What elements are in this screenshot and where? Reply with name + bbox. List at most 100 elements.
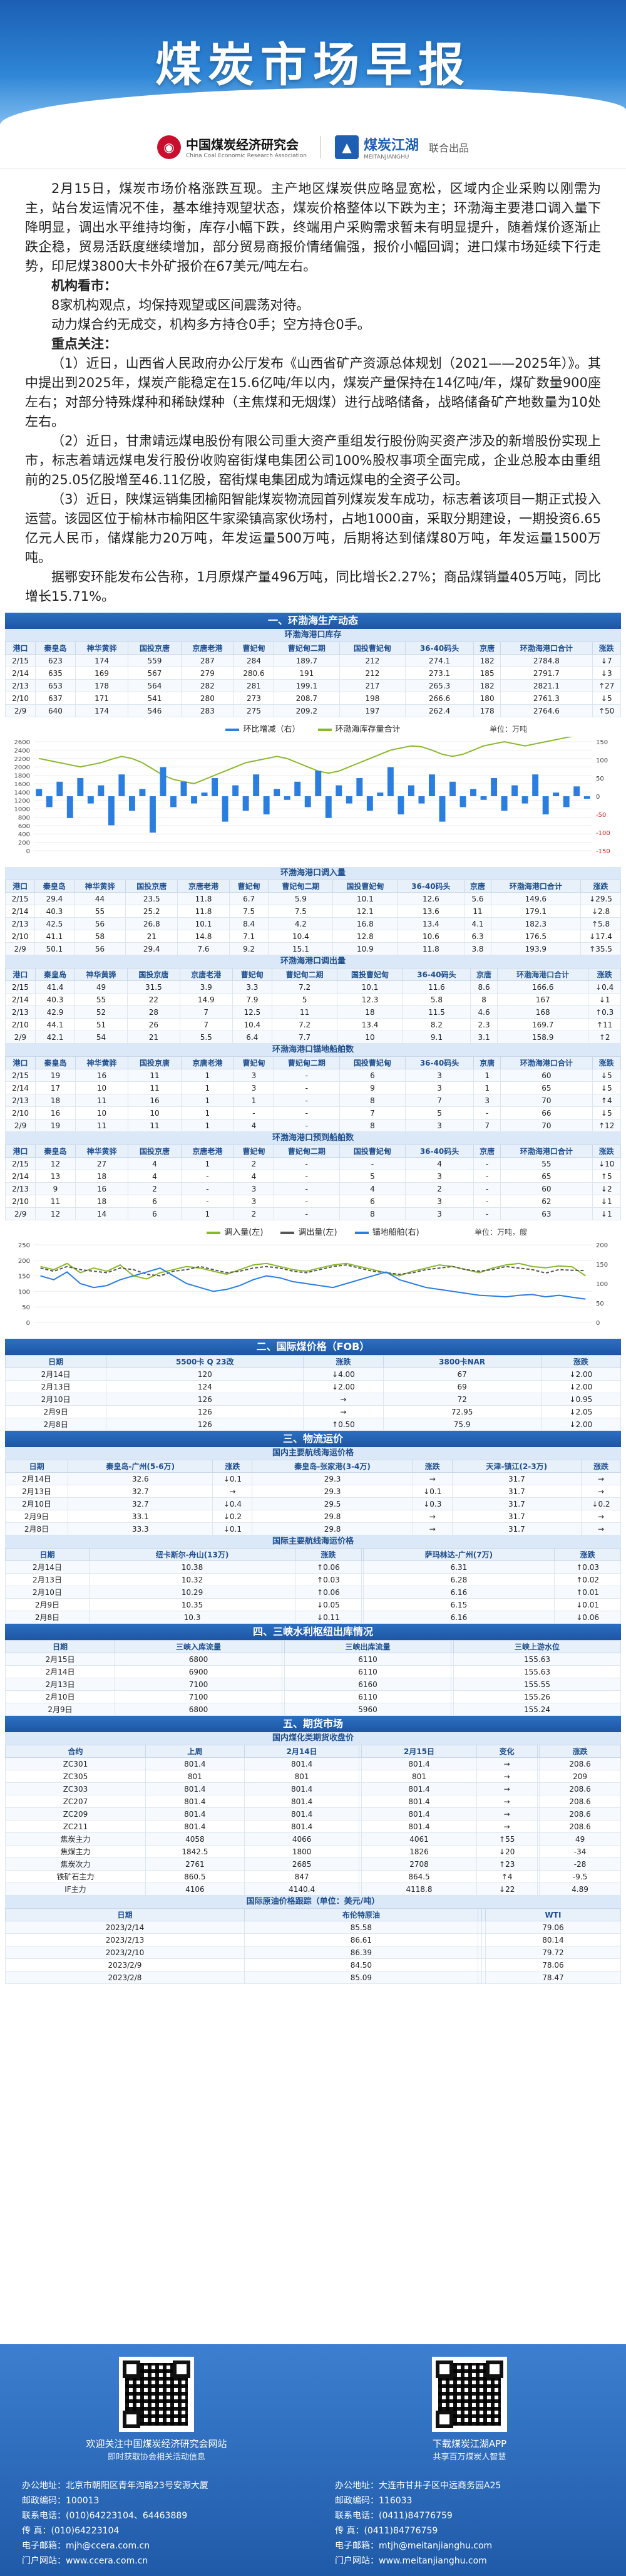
table-cell: ZC303: [5, 1782, 146, 1795]
table-cell: 6800: [115, 1653, 282, 1666]
table-cell: 8.6: [470, 980, 498, 994]
org-name-en: China Coal Economic Research Association: [185, 153, 307, 159]
table-header-row: 日期 5500卡 Q 23改 涨跌 3800卡NAR 涨跌: [4, 1355, 622, 1368]
contact-fax: 传 真：(0411)84776759: [335, 2526, 438, 2536]
table-cell: -: [473, 1106, 501, 1119]
focus-item-1: （1）近日，山西省人民政府办公厅发布《山西省矿产资源总体规划（2021——202…: [25, 356, 601, 429]
table-cell: 5.5: [179, 1031, 233, 1044]
column-header: 3800卡NAR: [382, 1355, 541, 1368]
table-row: 2023/2/13 86.61 80.14: [5, 1933, 622, 1946]
table-header-row: 日期 秦皇岛-广州(5-6万) 涨跌 秦皇岛-张家港(3-4万) 涨跌 天津-镇江(2-3…: [4, 1460, 622, 1473]
table-cell: 32.6: [68, 1472, 213, 1485]
table-cell: 4140.4: [244, 1883, 360, 1896]
column-header: 曹妃甸: [228, 880, 269, 893]
contact-email[interactable]: 电子邮箱：mjh@ccera.com.cn: [22, 2541, 150, 2551]
table-cell: 29.8: [252, 1510, 413, 1523]
table-cell: 12: [35, 1157, 76, 1170]
table-cell: 11: [128, 1069, 182, 1082]
table-row: 2月10日 7100 6110 155.26: [4, 1690, 621, 1703]
table-cell: 801.4: [244, 1820, 360, 1833]
table-cell: 21: [126, 1031, 180, 1044]
column-header: 日期: [4, 1640, 116, 1653]
chart-bar: [573, 786, 580, 796]
table-cell: 801.4: [244, 1782, 360, 1795]
table-cell: 1: [180, 1119, 235, 1132]
table-cell: 275: [233, 704, 274, 717]
y-left-tick-label: 100: [18, 1289, 30, 1296]
table-cell: ↓10: [592, 1157, 622, 1170]
table-cell: 29.4: [125, 942, 178, 955]
qr-code-icon[interactable]: [432, 2357, 507, 2432]
table-cell: 10.3: [88, 1611, 296, 1624]
table-cell: 54: [74, 1031, 128, 1044]
table-cell: 31.7: [451, 1485, 582, 1498]
table-row: 焦炭次力 2761 2685 2708 ↑23 -28: [5, 1857, 621, 1871]
legend-item-change: 环比增减（右）: [225, 722, 300, 734]
chart-bar: [459, 796, 466, 808]
table-cell: 14.8: [177, 930, 230, 943]
table-cell: 7.9: [232, 993, 272, 1006]
table-cell: 124: [106, 1380, 304, 1393]
qr-code-icon[interactable]: [119, 2357, 194, 2432]
table-cell: 2/14: [5, 993, 36, 1006]
column-header: 日期: [5, 1548, 90, 1561]
chart-bar: [387, 767, 394, 796]
intl-freight-subtitle: 国际主要航线海运价格: [5, 1535, 621, 1548]
table-cell: 168: [496, 1005, 589, 1019]
table-cell: ZC211: [5, 1820, 146, 1833]
table-cell: 2/13: [4, 1182, 36, 1195]
table-cell: 8.4: [228, 917, 269, 930]
table-cell: ↓29.5: [580, 892, 621, 905]
contact-address: 办公地址：北京市朝阳区青年沟路23号安源大厦: [22, 2481, 208, 2491]
table-cell: ↓3: [592, 667, 622, 680]
chart-series-line: [40, 1264, 586, 1277]
contact-email[interactable]: 电子邮箱：mtjh@meitanjianghu.com: [335, 2541, 493, 2551]
chart-bar: [66, 796, 73, 818]
table-cell: 11: [128, 1119, 182, 1132]
chart-bar: [418, 796, 425, 804]
y-right-tick-label: 100: [596, 757, 608, 764]
chart-bar: [222, 796, 228, 822]
table-cell: 3: [233, 1069, 274, 1082]
table-header-row: 日期 布伦特原油 WTI: [5, 1908, 622, 1921]
table-cell: 280.6: [233, 667, 274, 680]
chart-bar: [449, 781, 456, 796]
column-header: 36-40码头: [404, 641, 475, 655]
table-cell: -: [273, 1207, 340, 1220]
y-left-tick-label: 0: [26, 1320, 30, 1327]
table-cell: 167: [496, 993, 589, 1006]
column-header: 秦皇岛: [35, 1056, 76, 1069]
table-cell: 2/10: [5, 1018, 36, 1031]
table-cell: 18: [74, 1170, 129, 1183]
table-cell: 56: [73, 942, 126, 955]
table-cell: 60: [500, 1182, 593, 1195]
table-row: 焦炭主力 4058 4066 4061 ↑55 49: [5, 1832, 621, 1846]
column-header: 环渤海港口合计: [500, 641, 593, 655]
column-header: 神华黄骅: [74, 1145, 129, 1158]
table-cell: -34: [539, 1845, 621, 1858]
table-cell: -: [180, 1170, 235, 1183]
column-header: 36-40码头: [404, 1056, 475, 1069]
table-cell: 3: [473, 1094, 501, 1107]
table-cell: ↓22: [476, 1883, 538, 1896]
y-right-tick-label: 200: [596, 1242, 608, 1249]
table-cell: 2/14: [4, 905, 36, 918]
table-cell: 14.9: [179, 993, 233, 1006]
table-cell: 32.7: [68, 1485, 213, 1498]
table-cell: 6: [128, 1207, 182, 1220]
brand-name-en: MEITANJIANGHU: [364, 153, 409, 160]
table-cell: 4.1: [464, 917, 491, 930]
table-cell: 208.6: [539, 1782, 621, 1795]
table-cell: -: [273, 1195, 340, 1208]
y-left-tick-label: 400: [18, 831, 30, 838]
table-cell: 801.4: [361, 1757, 477, 1770]
table-cell: 6900: [115, 1665, 282, 1678]
table-cell: ↓0.1: [212, 1522, 253, 1535]
contact-website[interactable]: 门户网站：www.meitanjianghu.com: [335, 2556, 487, 2566]
contact-website[interactable]: 门户网站：www.ccera.com.cn: [22, 2556, 148, 2566]
stock-subtitle: 环渤海港口库存: [5, 629, 621, 641]
table-cell: 801.4: [244, 1807, 360, 1820]
column-header: 涨跌: [588, 968, 621, 981]
table-cell: 273: [233, 692, 274, 705]
table-cell: 4061: [361, 1832, 477, 1846]
